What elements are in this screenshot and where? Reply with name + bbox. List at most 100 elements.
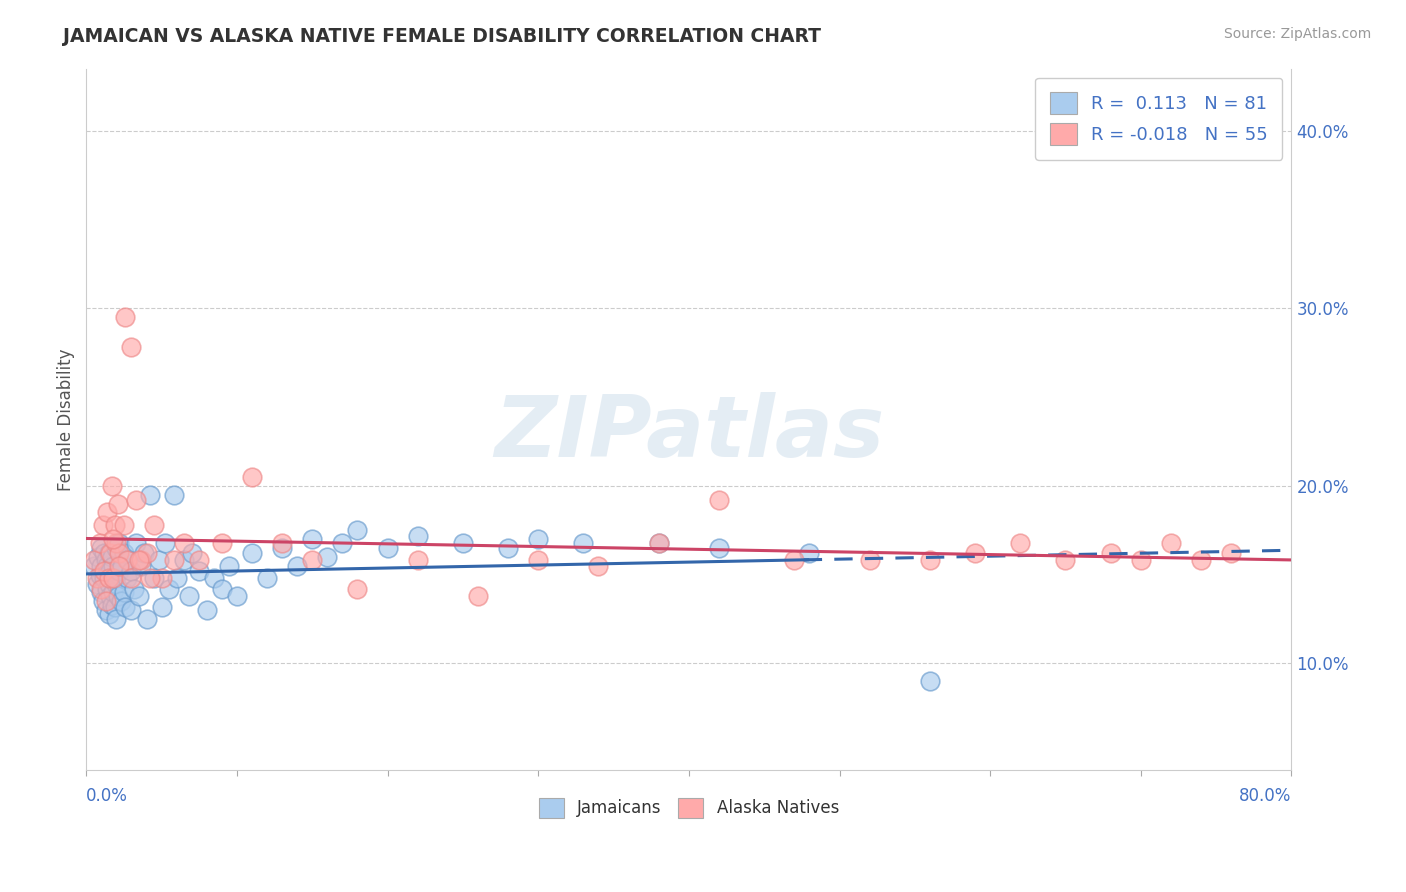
Point [90, 582, 112, 596]
Point [346, 523, 368, 537]
Point [112, 517, 135, 532]
Point [83, 558, 105, 573]
Point [96, 558, 118, 573]
Point [112, 585, 135, 599]
Point [783, 553, 806, 567]
Point [108, 546, 131, 560]
Point [148, 553, 170, 567]
Point [163, 553, 186, 567]
Point [115, 571, 138, 585]
Point [1054, 553, 1077, 567]
Point [135, 612, 157, 626]
Point [125, 535, 148, 549]
Point [918, 674, 941, 689]
Point [105, 535, 128, 549]
Point [572, 535, 595, 549]
Point [83, 553, 105, 567]
Point [377, 541, 399, 555]
Point [143, 517, 166, 532]
Point [1010, 535, 1032, 549]
Point [166, 571, 188, 585]
Point [103, 585, 125, 599]
Point [135, 546, 157, 560]
Point [218, 558, 240, 573]
Point [97, 546, 120, 560]
Point [188, 553, 211, 567]
Point [97, 607, 120, 621]
Point [89, 535, 111, 549]
Text: 80.0%: 80.0% [1239, 787, 1292, 805]
Point [211, 535, 233, 549]
Point [256, 571, 278, 585]
Point [180, 546, 202, 560]
Point [211, 582, 233, 596]
Point [527, 553, 550, 567]
Point [112, 546, 135, 560]
Point [226, 589, 249, 603]
Point [87, 549, 110, 564]
Point [90, 541, 112, 555]
Point [648, 535, 671, 549]
Point [91, 517, 114, 532]
Point [157, 582, 180, 596]
Point [285, 558, 308, 573]
Point [496, 541, 519, 555]
Point [129, 558, 152, 573]
Point [1189, 553, 1212, 567]
Text: ZIPatlas: ZIPatlas [494, 392, 884, 475]
Point [128, 553, 150, 567]
Legend: Jamaicans, Alaska Natives: Jamaicans, Alaska Natives [531, 791, 845, 825]
Point [195, 603, 218, 617]
Point [132, 546, 155, 560]
Point [138, 488, 160, 502]
Point [1129, 553, 1152, 567]
Point [332, 535, 354, 549]
Point [110, 594, 132, 608]
Point [90, 558, 112, 573]
Point [96, 506, 118, 520]
Point [108, 558, 131, 573]
Point [94, 603, 117, 617]
Point [271, 535, 294, 549]
Point [103, 532, 125, 546]
Point [93, 564, 115, 578]
Point [406, 553, 429, 567]
Point [104, 517, 127, 532]
Point [105, 576, 128, 591]
Point [101, 549, 124, 564]
Point [202, 571, 225, 585]
Point [93, 546, 115, 560]
Point [103, 558, 125, 573]
Point [86, 571, 108, 585]
Point [177, 589, 200, 603]
Point [91, 594, 114, 608]
Point [301, 532, 323, 546]
Y-axis label: Female Disability: Female Disability [58, 348, 75, 491]
Point [97, 571, 120, 585]
Point [115, 553, 138, 567]
Point [86, 576, 108, 591]
Point [271, 541, 294, 555]
Point [188, 564, 211, 578]
Point [114, 599, 136, 614]
Point [163, 488, 186, 502]
Point [1160, 535, 1182, 549]
Point [96, 582, 118, 596]
Point [707, 541, 730, 555]
Point [153, 535, 176, 549]
Point [150, 571, 173, 585]
Point [101, 479, 124, 493]
Point [859, 553, 882, 567]
Point [100, 564, 122, 578]
Point [588, 558, 610, 573]
Point [799, 546, 821, 560]
Point [121, 571, 143, 585]
Point [111, 558, 134, 573]
Point [240, 546, 263, 560]
Point [100, 589, 122, 603]
Point [648, 535, 671, 549]
Point [124, 582, 146, 596]
Point [173, 535, 195, 549]
Point [406, 528, 429, 542]
Point [346, 582, 368, 596]
